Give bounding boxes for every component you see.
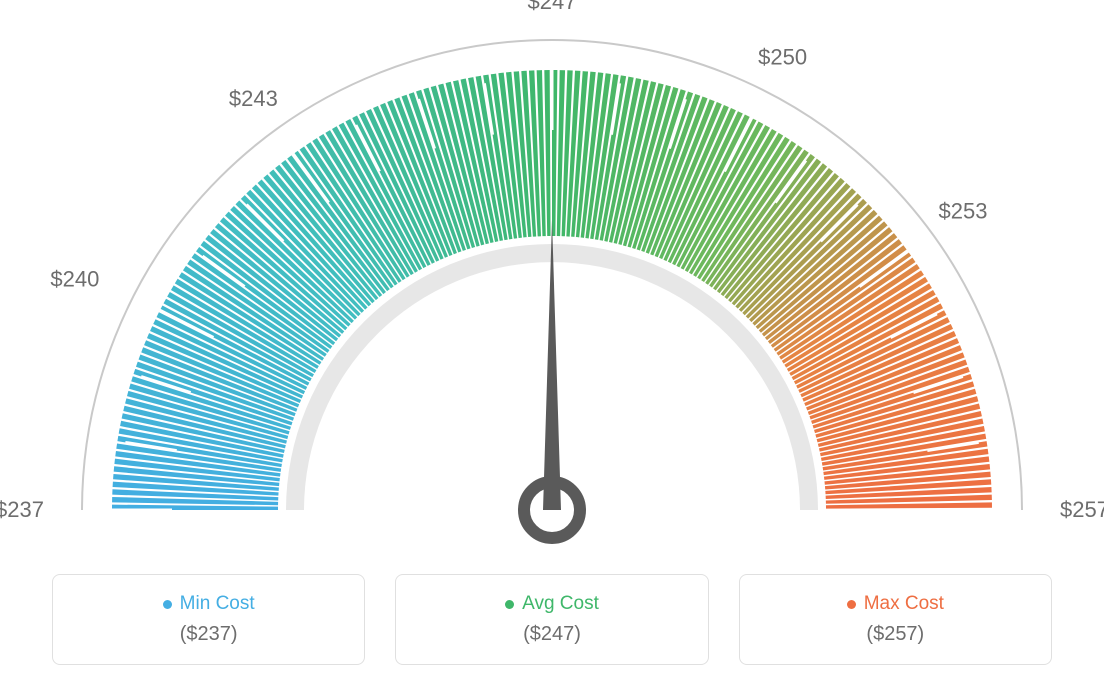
legend-value-min: ($237)	[63, 623, 354, 646]
legend-title-text: Max Cost	[864, 593, 944, 615]
gauge-chart: $237 $240 $243 $247 $250 $253 $257	[0, 0, 1104, 560]
legend-card-avg: Avg Cost ($247)	[395, 574, 708, 665]
gauge-svg: $237 $240 $243 $247 $250 $253 $257	[0, 0, 1104, 560]
needle	[543, 220, 561, 510]
legend-row: Min Cost ($237) Avg Cost ($247) Max Cost…	[52, 574, 1052, 665]
legend-title-min: Min Cost	[163, 593, 255, 615]
dot-icon	[163, 600, 172, 609]
legend-title-max: Max Cost	[847, 593, 944, 615]
scale-label: $257	[1060, 497, 1104, 522]
legend-title-text: Avg Cost	[522, 593, 599, 615]
scale-label: $240	[50, 266, 99, 291]
scale-label: $247	[528, 0, 577, 14]
scale-label: $243	[229, 86, 278, 111]
legend-title-avg: Avg Cost	[505, 593, 599, 615]
legend-value-avg: ($247)	[406, 623, 697, 646]
scale-label: $237	[0, 497, 44, 522]
dot-icon	[847, 600, 856, 609]
legend-value-max: ($257)	[750, 623, 1041, 646]
dot-icon	[505, 600, 514, 609]
legend-card-max: Max Cost ($257)	[739, 574, 1052, 665]
legend-title-text: Min Cost	[180, 593, 255, 615]
scale-label: $253	[939, 198, 988, 223]
legend-card-min: Min Cost ($237)	[52, 574, 365, 665]
scale-label: $250	[758, 44, 807, 69]
